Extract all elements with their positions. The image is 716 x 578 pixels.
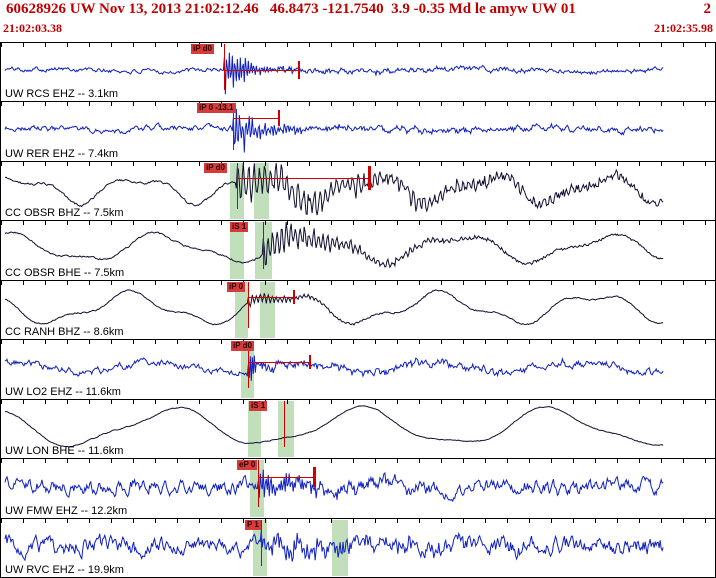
coda-tick[interactable] <box>309 355 311 370</box>
station-label: UW RCS EHZ -- 3.1km <box>5 88 119 101</box>
time-ticks <box>1 221 715 226</box>
waveform <box>4 52 664 95</box>
coda-bar[interactable] <box>225 70 299 71</box>
uncertainty-band <box>278 400 294 458</box>
waveform <box>4 289 664 326</box>
station-label: UW LON BHE -- 11.6km <box>5 445 124 458</box>
event-header: 60628926 UW Nov 13, 2013 21:02:12.46 46.… <box>0 0 716 21</box>
time-ticks <box>1 280 715 285</box>
pick-line[interactable] <box>284 400 285 448</box>
time-ticks <box>1 399 715 404</box>
coda-bar[interactable] <box>249 296 294 298</box>
uncertainty-band <box>230 222 244 279</box>
station-label: UW RVC EHZ -- 19.9km <box>5 563 124 576</box>
coda-bar[interactable] <box>259 477 314 479</box>
trace-panel[interactable]: iP d0 CC OBSR BHZ -- 7.5km <box>1 160 715 221</box>
waveform <box>4 469 664 503</box>
coda-bar[interactable] <box>234 118 279 120</box>
pick-line[interactable] <box>224 44 225 91</box>
uncertainty-band <box>332 519 348 576</box>
waveform <box>4 162 664 216</box>
time-window: 21:02:03.38 21:02:35.98 <box>0 21 716 42</box>
trace-panel[interactable]: iP d0 UW RCS EHZ -- 3.1km <box>1 42 715 102</box>
pick-flag[interactable]: iP 0 -13.1 <box>197 103 236 114</box>
pick-line[interactable] <box>258 460 259 507</box>
coda-tick[interactable] <box>278 110 280 127</box>
time-ticks <box>1 340 715 345</box>
pick-line[interactable] <box>237 162 238 210</box>
pick-flag[interactable]: iS 1 <box>249 400 268 411</box>
time-ticks <box>1 518 715 523</box>
uncertainty-band <box>254 162 269 220</box>
trace-panel[interactable]: iP d0 UW LO2 EHZ -- 11.6km <box>1 339 715 399</box>
waveform <box>4 222 664 269</box>
waveform <box>4 404 664 447</box>
time-ticks <box>1 161 715 166</box>
pick-line[interactable] <box>248 341 249 388</box>
pick-flag[interactable]: iS 1 <box>230 222 249 233</box>
pick-line[interactable] <box>263 222 264 269</box>
coda-tick[interactable] <box>293 289 295 304</box>
coda-bar[interactable] <box>249 362 310 364</box>
time-ticks <box>1 43 715 47</box>
uncertainty-band <box>235 281 248 339</box>
waveform <box>4 530 664 562</box>
pick-flag[interactable]: iP d0 <box>231 341 254 352</box>
coda-tick[interactable] <box>368 165 371 190</box>
trace-panel[interactable]: iS 1 UW LON BHE -- 11.6km <box>1 398 715 459</box>
waveform <box>4 109 664 153</box>
pick-line[interactable] <box>261 519 262 566</box>
trace-panel[interactable]: iP 0 CC RANH BHZ -- 8.6km <box>1 279 715 340</box>
event-summary: 60628926 UW Nov 13, 2013 21:02:12.46 46.… <box>6 1 576 17</box>
pick-line[interactable] <box>233 103 234 150</box>
coda-bar[interactable] <box>238 177 369 179</box>
trace-panel[interactable]: iS 1 CC OBSR BHE -- 7.5km <box>1 220 715 280</box>
uncertainty-band <box>253 519 267 576</box>
station-label: UW LO2 EHZ -- 11.6km <box>5 385 121 398</box>
pick-flag[interactable]: eP 0 <box>237 460 258 471</box>
coda-tick[interactable] <box>313 467 316 488</box>
pick-flag[interactable]: iP d0 <box>204 162 227 173</box>
pick-flag[interactable]: P 1 <box>245 519 261 530</box>
station-label: CC OBSR BHZ -- 7.5km <box>5 207 124 220</box>
station-label: CC OBSR BHE -- 7.5km <box>5 266 125 279</box>
trace-panel[interactable]: iP 0 -13.1 UW RER EHZ -- 7.4km <box>1 101 715 161</box>
pick-flag[interactable]: iP 0 <box>227 281 246 292</box>
trace-panel[interactable]: P 1 UW RVC EHZ -- 19.9km <box>1 517 715 578</box>
coda-tick[interactable] <box>298 61 300 79</box>
window-start-time: 21:02:03.38 <box>3 21 62 35</box>
waveform <box>4 355 664 382</box>
station-label: UW RER EHZ -- 7.4km <box>5 147 119 160</box>
station-label: CC RANH BHZ -- 8.6km <box>5 326 124 339</box>
station-label: UW FMW EHZ -- 12.2km <box>5 504 128 517</box>
pick-line[interactable] <box>248 281 249 329</box>
window-end-time: 21:02:35.98 <box>654 21 713 35</box>
pick-flag[interactable]: iP d0 <box>191 44 214 54</box>
time-ticks <box>1 102 715 107</box>
trace-panels: iP d0 UW RCS EHZ -- 3.1km iP 0 -13.1 UW RER… <box>0 42 716 578</box>
time-ticks <box>1 459 715 464</box>
trace-panel[interactable]: eP 0 UW FMW EHZ -- 12.2km <box>1 458 715 518</box>
page-indicator: 2 <box>703 1 712 17</box>
